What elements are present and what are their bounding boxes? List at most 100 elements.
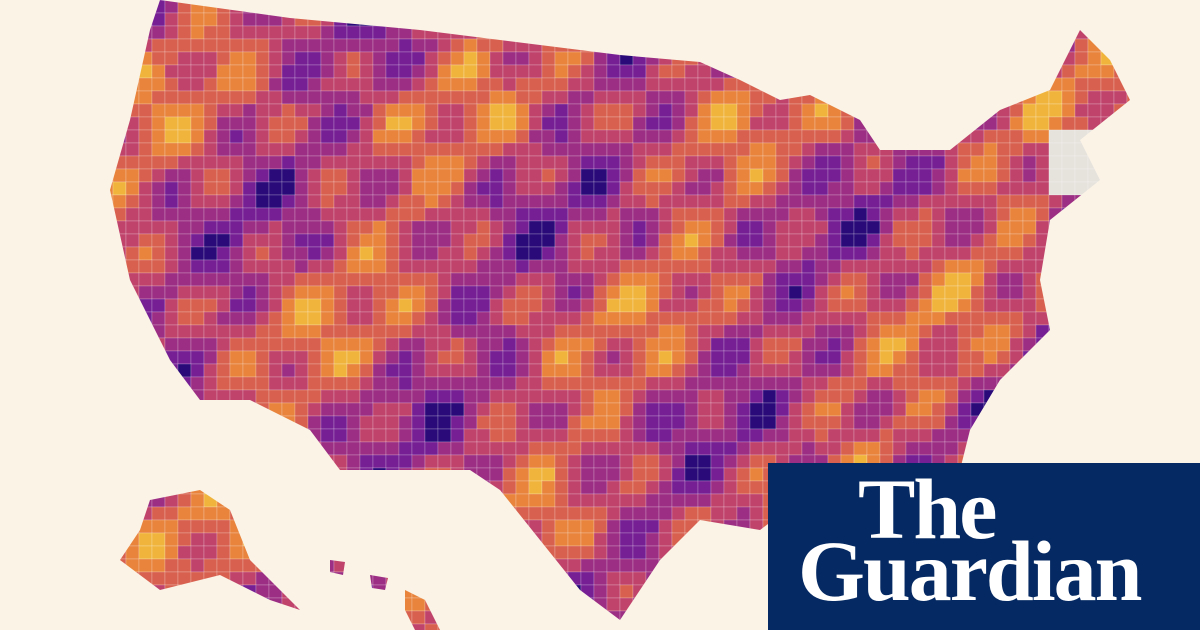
county-cell [658, 194, 673, 209]
county-cell [437, 454, 452, 469]
county-cell [242, 0, 257, 14]
county-cell [853, 12, 868, 27]
county-cell [671, 558, 686, 573]
county-cell [710, 129, 725, 144]
county-cell [801, 402, 816, 417]
county-cell [749, 571, 764, 586]
county-cell [541, 207, 556, 222]
county-cell [333, 142, 348, 157]
county-cell [684, 25, 699, 40]
county-cell [632, 389, 647, 404]
county-cell [489, 597, 504, 612]
county-cell [918, 155, 933, 170]
county-cell [567, 415, 582, 430]
county-cell [749, 467, 764, 482]
county-cell [1100, 285, 1115, 300]
county-cell [190, 415, 205, 430]
county-cell [684, 168, 699, 183]
county-cell [177, 454, 192, 469]
county-cell [892, 311, 907, 326]
county-cell [1022, 324, 1037, 339]
county-cell [983, 298, 998, 313]
county-cell [489, 545, 504, 560]
county-cell [398, 25, 413, 40]
county-cell [1100, 233, 1115, 248]
county-cell [268, 584, 283, 599]
county-cell [294, 181, 309, 196]
county-cell [749, 194, 764, 209]
county-cell [450, 90, 465, 105]
county-cell [398, 350, 413, 365]
county-cell [970, 0, 985, 14]
county-cell [281, 610, 296, 625]
county-cell [1100, 129, 1115, 144]
county-cell [1035, 285, 1050, 300]
county-cell [827, 38, 842, 53]
county-cell [515, 610, 530, 625]
county-cell [606, 90, 621, 105]
county-cell [892, 402, 907, 417]
county-cell [489, 298, 504, 313]
county-cell [775, 376, 790, 391]
county-cell [177, 181, 192, 196]
county-cell [203, 77, 218, 92]
county-cell [359, 389, 374, 404]
county-cell [658, 467, 673, 482]
county-cell [1087, 246, 1102, 261]
county-cell [1100, 194, 1115, 209]
county-cell [437, 246, 452, 261]
county-cell [541, 285, 556, 300]
county-cell [736, 623, 751, 630]
county-cell [723, 155, 738, 170]
county-cell [723, 454, 738, 469]
county-cell [1113, 142, 1128, 157]
county-cell [203, 506, 218, 521]
county-cell [177, 64, 192, 79]
county-cell [684, 480, 699, 495]
county-cell [437, 350, 452, 365]
county-cell [203, 402, 218, 417]
county-cell [619, 610, 634, 625]
county-cell [320, 337, 335, 352]
county-cell [489, 584, 504, 599]
county-cell [671, 532, 686, 547]
county-cell [138, 129, 153, 144]
county-cell [528, 207, 543, 222]
county-cell [697, 233, 712, 248]
county-cell [788, 207, 803, 222]
county-cell [567, 402, 582, 417]
county-cell [528, 402, 543, 417]
county-cell [190, 402, 205, 417]
county-cell [931, 233, 946, 248]
county-cell [190, 519, 205, 534]
county-cell [996, 51, 1011, 66]
county-cell [1126, 324, 1130, 339]
county-cell [138, 480, 153, 495]
county-cell [697, 90, 712, 105]
county-cell [1113, 428, 1128, 443]
county-cell [957, 311, 972, 326]
county-cell [684, 545, 699, 560]
county-cell [1061, 51, 1076, 66]
county-cell [489, 38, 504, 53]
county-cell [125, 467, 140, 482]
county-cell [736, 155, 751, 170]
county-cell [476, 259, 491, 274]
county-cell [944, 389, 959, 404]
county-cell [580, 506, 595, 521]
county-cell [151, 116, 166, 131]
county-cell [346, 90, 361, 105]
county-cell [840, 0, 855, 14]
county-cell [307, 168, 322, 183]
county-cell [1113, 155, 1128, 170]
county-cell [632, 129, 647, 144]
county-cell [658, 272, 673, 287]
county-cell [541, 168, 556, 183]
county-cell [580, 77, 595, 92]
county-cell [398, 480, 413, 495]
county-cell [554, 220, 569, 235]
county-cell [320, 0, 335, 14]
county-cell [112, 350, 127, 365]
county-cell [684, 259, 699, 274]
county-cell [320, 376, 335, 391]
